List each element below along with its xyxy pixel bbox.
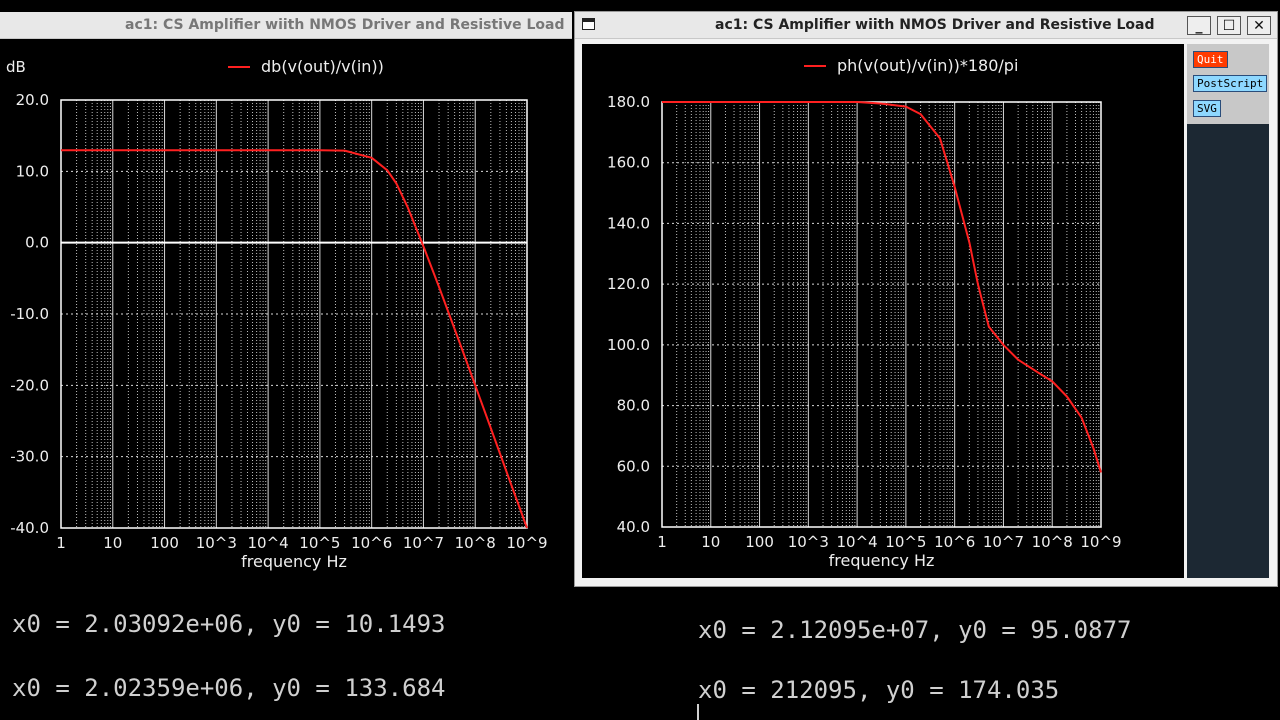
right-window-titlebar[interactable]: ac1: CS Amplifier wiith NMOS Driver and … [575,12,1277,39]
x-tick-label: 10^8 [455,534,496,552]
x-tick-label: 10^4 [837,533,878,551]
legend-label: db(v(out)/v(in)) [261,57,384,76]
magnitude-chart: 1 10 100 10^3 10^4 10^5 10^6 10^7 10^8 10^9 20.0 10… [6,57,548,571]
right-plot-area[interactable]: 1 10 100 10^3 10^4 10^5 10^6 10^7 10^8 10^9 180.0 1… [582,44,1184,578]
terminal-output-line: x0 = 2.03092e+06, y0 = 10.1493 [12,610,446,638]
series-line [61,149,528,529]
x-axis-label: frequency Hz [829,551,935,570]
y-tick-label: 80.0 [617,397,650,415]
text-cursor [697,704,699,720]
x-tick-label: 10^3 [788,533,829,551]
left-plot-window: ac1: CS Amplifier wiith NMOS Driver and … [0,12,572,590]
x-tick-label: 10^6 [351,534,392,552]
y-tick-label: 140.0 [607,214,650,232]
postscript-button[interactable]: PostScript [1193,75,1268,92]
y-tick-label: -10.0 [10,305,49,323]
y-tick-label: 40.0 [617,518,650,536]
svg-button[interactable]: SVG [1193,100,1221,117]
plot-panel-filler [1187,124,1269,578]
x-tick-label: 10^5 [299,534,340,552]
plot-frame [60,99,528,529]
x-tick-label: 10^7 [403,534,444,552]
y-tick-label: 160.0 [607,154,650,172]
window-menu-icon[interactable] [582,18,595,30]
y-tick-label: 60.0 [617,457,650,475]
y-tick-label: 180.0 [607,93,650,111]
x-tick-label: 10^7 [983,533,1024,551]
x-tick-label: 10 [103,534,122,552]
x-tick-label: 1 [657,533,667,551]
command-panel: Quit PostScript SVG [1187,44,1269,124]
x-tick-label: 10^9 [506,534,547,552]
terminal-output-line: x0 = 2.12095e+07, y0 = 95.0877 [698,616,1132,644]
x-tick-label: 100 [150,534,179,552]
left-window-titlebar[interactable]: ac1: CS Amplifier wiith NMOS Driver and … [0,12,572,39]
x-tick-label: 10^5 [885,533,926,551]
y-tick-label: -20.0 [10,376,49,394]
x-tick-label: 10^3 [196,534,237,552]
y-unit-label: dB [6,58,26,76]
x-tick-label: 100 [745,533,774,551]
minimize-icon: _ [1195,17,1203,34]
x-tick-label: 10^6 [934,533,975,551]
x-tick-label: 10^9 [1080,533,1121,551]
y-tick-label: 0.0 [25,234,49,252]
y-tick-label: 120.0 [607,275,650,293]
terminal-output-line: x0 = 212095, y0 = 174.035 [698,676,1060,704]
x-axis-label: frequency Hz [241,552,347,571]
terminal-output-line: x0 = 2.02359e+06, y0 = 133.684 [12,674,446,702]
phase-chart: 1 10 100 10^3 10^4 10^5 10^6 10^7 10^8 10^9 180.0 1… [607,56,1122,570]
left-plot-area[interactable]: 1 10 100 10^3 10^4 10^5 10^6 10^7 10^8 10^9 20.0 10… [0,39,572,590]
plot-frame [661,101,1102,528]
minimize-button[interactable]: _ [1187,16,1211,35]
y-tick-label: -40.0 [10,519,49,537]
close-button[interactable]: ✕ [1247,16,1271,35]
right-plot-window: ac1: CS Amplifier wiith NMOS Driver and … [574,11,1278,587]
close-icon: ✕ [1253,17,1265,34]
x-tick-label: 1 [56,534,66,552]
x-tick-label: 10^4 [248,534,289,552]
series-line [662,101,1102,473]
quit-button[interactable]: Quit [1193,51,1228,68]
right-window-title: ac1: CS Amplifier wiith NMOS Driver and … [715,17,1155,33]
x-tick-label: 10^8 [1032,533,1073,551]
maximize-button[interactable]: ☐ [1217,16,1241,35]
y-tick-label: -30.0 [10,448,49,466]
left-window-title: ac1: CS Amplifier wiith NMOS Driver and … [125,17,565,33]
x-tick-label: 10 [701,533,720,551]
y-tick-label: 20.0 [16,91,49,109]
y-tick-label: 10.0 [16,162,49,180]
y-tick-label: 100.0 [607,336,650,354]
legend-label: ph(v(out)/v(in))*180/pi [837,56,1018,75]
maximize-icon: ☐ [1222,17,1236,34]
